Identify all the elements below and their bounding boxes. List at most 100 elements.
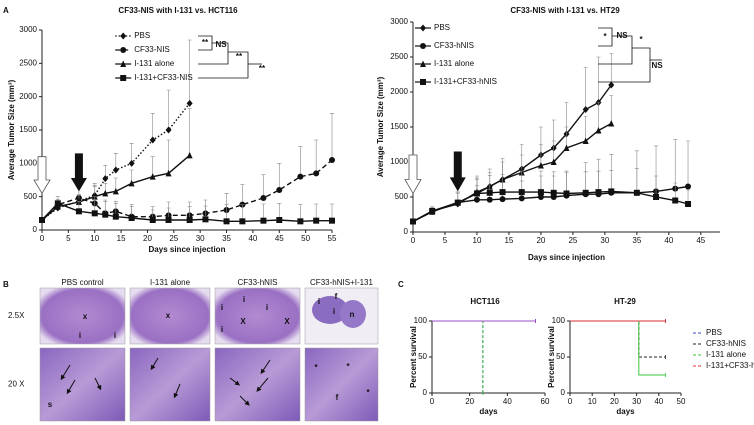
data-point	[685, 183, 692, 190]
series-line	[41, 154, 191, 221]
cell-label: *	[366, 388, 370, 397]
x-tick-label: 55	[328, 234, 337, 243]
pointer-arrow	[239, 395, 250, 406]
y-tick-label: 0	[33, 225, 38, 234]
panel-label: A	[3, 6, 9, 15]
tissue-section	[340, 300, 366, 328]
chart-title: HCT116	[470, 297, 500, 306]
injection-arrow-open	[404, 154, 422, 195]
data-point	[608, 81, 615, 89]
data-point	[186, 217, 193, 223]
error-bar	[609, 53, 614, 85]
y-axis-label: Average Tumor Size (mm³)	[7, 79, 16, 180]
x-tick-label: 20	[143, 234, 152, 243]
legend-marker	[420, 79, 426, 85]
data-point	[297, 218, 304, 225]
data-point	[518, 189, 525, 196]
data-point	[276, 217, 283, 223]
data-point	[518, 195, 525, 202]
chart-title: CF33-NIS with I-131 vs. HT29	[510, 6, 620, 15]
y-tick-label: 50	[556, 352, 565, 361]
micrograph	[39, 347, 126, 422]
data-point	[537, 162, 544, 169]
y-tick-label: 100	[414, 316, 428, 325]
injection-arrow-filled	[449, 151, 466, 192]
x-tick-label: 20	[536, 236, 545, 245]
survival-line	[570, 320, 666, 376]
x-axis-label: Days since injection	[528, 253, 605, 262]
data-point	[608, 188, 615, 195]
data-point	[165, 126, 172, 134]
legend-label: PBS	[434, 23, 450, 32]
row-label: 2.5X	[8, 311, 25, 320]
y-axis-label: Percent survival	[547, 326, 556, 388]
cell-label: i	[221, 303, 223, 312]
pointer-arrow	[260, 359, 271, 375]
y-tick-label: 2500	[390, 52, 408, 61]
data-point	[186, 151, 193, 159]
legend-label: PBS	[706, 328, 722, 337]
y-axis-label: Average Tumor Size (mm³)	[376, 76, 385, 177]
data-point	[537, 189, 544, 196]
error-bar	[596, 102, 601, 131]
legend-label: CF33-hNIS	[434, 41, 474, 50]
x-tick-label: 0	[568, 397, 573, 406]
x-tick-label: 40	[503, 397, 512, 406]
error-bar	[240, 184, 245, 205]
series-line	[412, 84, 612, 223]
data-point	[582, 137, 589, 144]
error-bar	[330, 113, 334, 160]
data-point	[608, 120, 615, 127]
significance-bracket	[198, 51, 249, 79]
cell-label: x	[83, 312, 88, 321]
cell-label: s	[48, 400, 53, 409]
x-tick-label: 40	[664, 236, 673, 245]
data-point	[486, 196, 493, 203]
data-point	[473, 196, 480, 203]
significance-bracket	[598, 35, 633, 65]
survival-line	[432, 320, 484, 393]
injection-arrow-open	[33, 156, 51, 195]
cell-label: f	[336, 393, 339, 402]
data-point	[39, 217, 45, 223]
significance-label: **	[202, 38, 209, 47]
x-tick-label: 35	[632, 236, 641, 245]
data-point	[297, 173, 304, 180]
series-line	[41, 159, 333, 221]
significance-label: **	[236, 52, 243, 61]
legend-marker	[120, 60, 127, 67]
x-tick-label: 5	[66, 234, 71, 243]
error-bar	[673, 139, 678, 189]
error-bar	[583, 116, 588, 141]
error-bar	[596, 56, 601, 103]
cell-label: i	[333, 307, 335, 316]
y-tick-label: 1500	[390, 122, 408, 131]
error-bar	[261, 174, 266, 198]
legend-marker	[420, 60, 426, 67]
y-tick-label: 3000	[19, 25, 37, 34]
data-point	[313, 217, 320, 224]
data-point	[537, 194, 544, 200]
data-point	[550, 158, 557, 165]
series-line	[41, 102, 191, 221]
x-tick-label: 45	[696, 236, 705, 245]
cell-label: i	[318, 297, 320, 306]
x-tick-label: 30	[632, 397, 641, 406]
y-tick-label: 0	[404, 227, 409, 236]
cell-label: i	[79, 331, 81, 340]
data-point	[499, 196, 506, 203]
cell-label: *	[314, 363, 318, 372]
x-tick-label: 20	[610, 397, 619, 406]
x-tick-label: 35	[222, 234, 231, 243]
significance-label: NS	[215, 40, 227, 49]
significance-label: *	[603, 32, 607, 41]
data-point	[595, 189, 602, 196]
x-axis-label: days	[479, 407, 498, 416]
data-point	[128, 159, 135, 167]
error-bar	[166, 139, 171, 174]
y-tick-label: 1500	[19, 125, 37, 134]
data-point	[672, 197, 679, 204]
x-tick-label: 50	[301, 234, 310, 243]
y-tick-label: 2000	[390, 87, 408, 96]
data-point	[102, 211, 109, 218]
